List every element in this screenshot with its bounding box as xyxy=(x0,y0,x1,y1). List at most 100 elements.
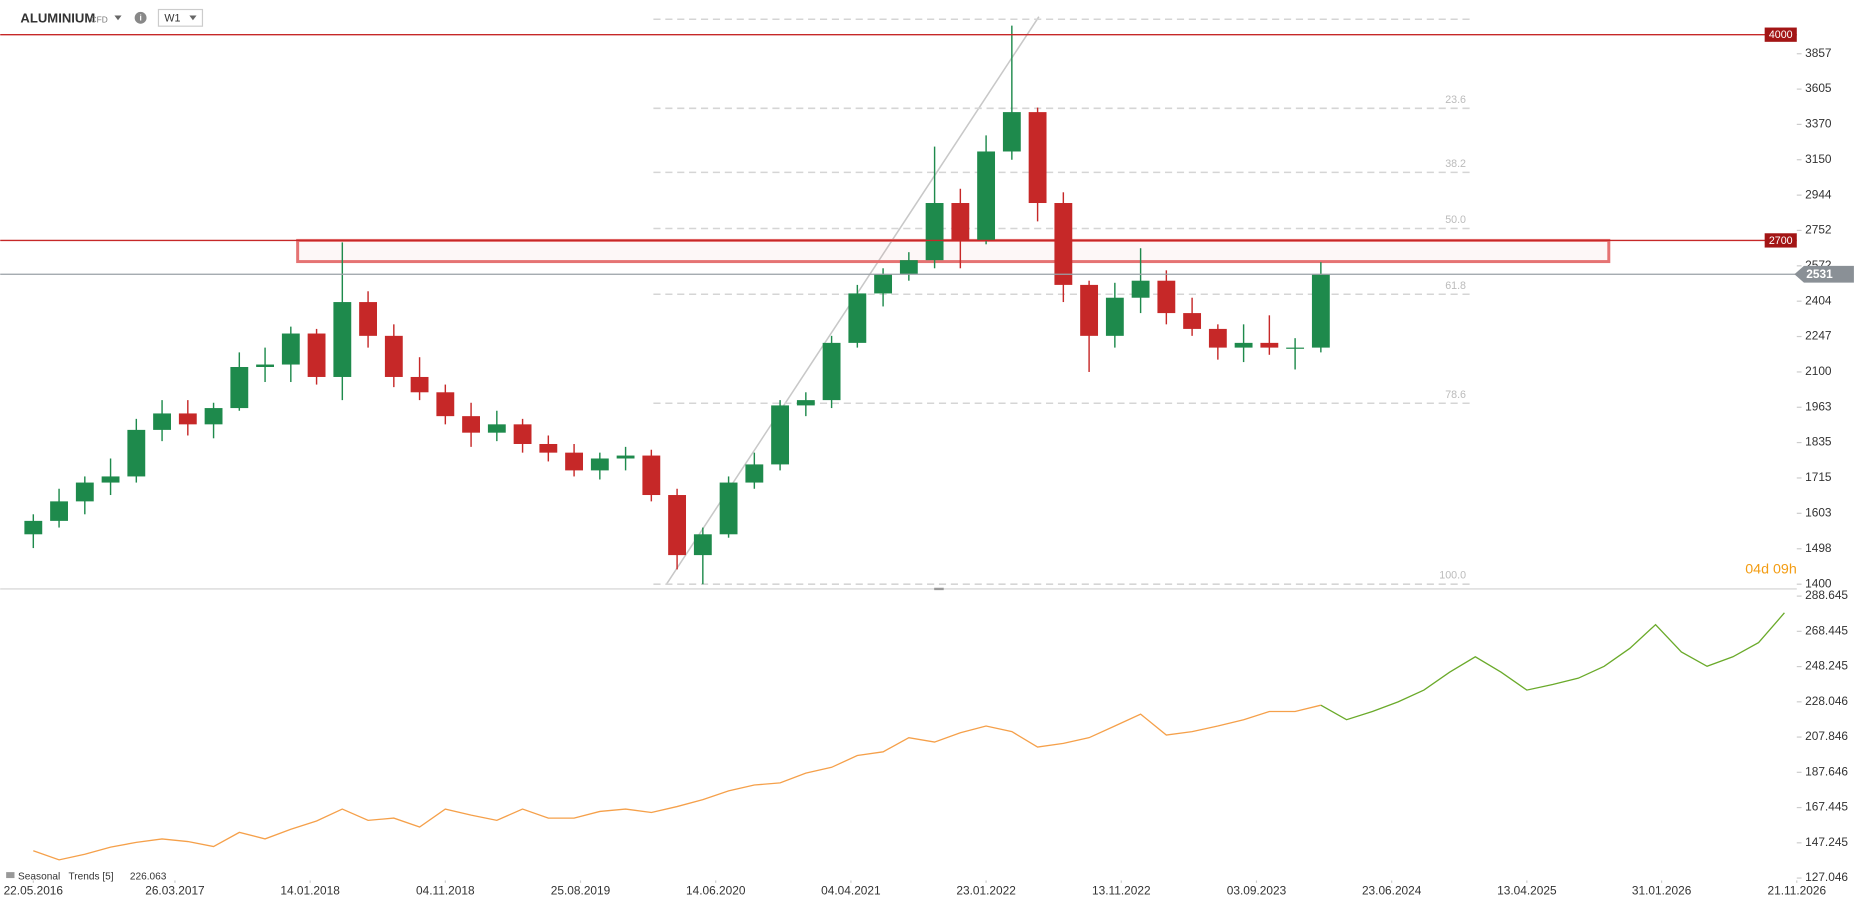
x-tick-label: 13.04.2025 xyxy=(1497,883,1557,897)
last-price-label: 2531 xyxy=(1806,267,1833,281)
y-tick-label: 2404 xyxy=(1805,293,1832,307)
y-tick-label: 1835 xyxy=(1805,435,1832,449)
candle-body xyxy=(307,333,326,377)
interval: W1 xyxy=(164,12,180,24)
y-tick-label: 288.645 xyxy=(1805,588,1848,602)
candle-body xyxy=(230,366,249,409)
candle-body xyxy=(616,455,635,459)
y-tick-label: 167.445 xyxy=(1805,800,1848,814)
y-tick-label: 3370 xyxy=(1805,117,1832,131)
x-tick-label: 14.01.2018 xyxy=(280,883,340,897)
y-tick-label: 228.046 xyxy=(1805,694,1848,708)
x-tick-label: 22.05.2016 xyxy=(4,883,64,897)
candle-body xyxy=(1080,284,1099,336)
x-tick-label: 04.11.2018 xyxy=(416,883,475,897)
candle-body xyxy=(977,151,996,241)
candle-body xyxy=(359,302,377,336)
fib-label: 23.6 xyxy=(1445,94,1466,106)
candle-body xyxy=(50,501,68,521)
candle-body xyxy=(822,342,841,401)
fib-label: 50.0 xyxy=(1445,214,1466,226)
y-tick-label: 3857 xyxy=(1805,46,1831,60)
candle-body xyxy=(281,333,300,365)
candle-body xyxy=(1157,280,1176,314)
y-tick-label: 268.445 xyxy=(1805,623,1848,637)
candle-body xyxy=(1028,112,1047,204)
level-label: 4000 xyxy=(1769,29,1793,41)
candle-body xyxy=(925,203,944,261)
candle-body xyxy=(1183,313,1202,329)
x-tick-label: 23.01.2022 xyxy=(956,883,1015,897)
seasonal-line xyxy=(33,704,1322,861)
candle-body xyxy=(719,482,738,535)
y-tick-label: 127.046 xyxy=(1805,870,1848,884)
candle-body xyxy=(75,482,94,502)
candle-body xyxy=(153,413,171,430)
candle-body xyxy=(1002,112,1021,152)
fib-label: 38.2 xyxy=(1445,158,1466,170)
y-tick-label: 207.846 xyxy=(1805,729,1848,743)
candle-body xyxy=(1234,342,1253,348)
candle-body xyxy=(1286,347,1305,349)
candle-body xyxy=(539,443,558,453)
candle-body xyxy=(178,413,197,425)
y-tick-label: 2247 xyxy=(1805,329,1831,343)
last-price-tag xyxy=(1794,265,1854,283)
x-tick-label: 13.11.2022 xyxy=(1092,883,1151,897)
info-glyph: i xyxy=(139,13,141,23)
indicator-icon xyxy=(6,872,15,879)
y-tick-label: 187.646 xyxy=(1805,764,1848,778)
candle-body xyxy=(642,455,661,496)
candle-body xyxy=(513,424,532,444)
y-tick-label: 3150 xyxy=(1805,152,1832,166)
level-tag xyxy=(1764,27,1797,42)
candle-body xyxy=(590,458,609,471)
y-tick-label: 248.245 xyxy=(1805,659,1848,673)
candle-body xyxy=(256,364,274,367)
candle-body xyxy=(745,464,764,483)
interval-dropdown xyxy=(189,15,197,21)
candle-body xyxy=(899,260,918,275)
candle-body xyxy=(848,293,867,343)
candle-body xyxy=(1311,274,1330,348)
candle-body xyxy=(668,495,687,556)
resistance-zone xyxy=(296,238,1611,264)
candle-body xyxy=(333,302,352,377)
y-tick-label: 147.245 xyxy=(1805,835,1848,849)
candle-body xyxy=(771,405,790,465)
candle-body xyxy=(874,274,893,294)
candle-body xyxy=(565,452,584,471)
candle-body xyxy=(1260,342,1279,348)
symbol[interactable]: ALUMINIUM xyxy=(20,10,95,25)
candle-body xyxy=(693,534,712,556)
indicator-value: 226.063 xyxy=(130,872,167,883)
y-tick-label: 2944 xyxy=(1805,187,1832,201)
candle-body xyxy=(1105,297,1124,336)
symbol-dropdown[interactable] xyxy=(114,15,122,21)
interval-select[interactable] xyxy=(157,8,204,27)
candle-body xyxy=(204,408,223,425)
fib-label: 61.8 xyxy=(1445,280,1466,292)
candle-body xyxy=(436,392,455,417)
info-icon[interactable] xyxy=(134,11,147,24)
candle-body xyxy=(24,520,43,535)
candle-body xyxy=(462,416,481,433)
candle-body xyxy=(487,424,506,433)
y-tick-label: 2100 xyxy=(1805,364,1832,378)
indicator-name: Seasonal Trends [5] xyxy=(18,872,114,883)
candle-body xyxy=(101,476,120,483)
y-tick-label: 1498 xyxy=(1805,541,1832,555)
instrument-type: CFD xyxy=(91,14,108,24)
x-tick-label: 26.03.2017 xyxy=(145,883,204,897)
candle-body xyxy=(384,335,403,377)
pane-handle[interactable] xyxy=(934,587,944,591)
candle-body xyxy=(1054,203,1073,285)
candle-body xyxy=(1208,328,1227,348)
fib-label: 78.6 xyxy=(1445,389,1466,401)
y-tick-label: 1400 xyxy=(1805,576,1832,590)
x-tick-label: 14.06.2020 xyxy=(686,883,746,897)
y-tick-label: 2752 xyxy=(1805,223,1831,237)
